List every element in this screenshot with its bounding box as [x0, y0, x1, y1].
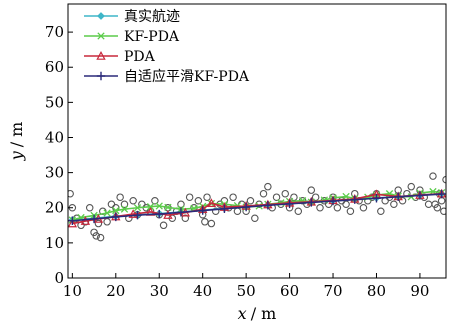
clutter-point-45	[247, 198, 253, 204]
y-tick-label-1: 10	[45, 234, 64, 252]
legend-marker-0	[98, 13, 104, 19]
clutter-point-49	[265, 183, 271, 189]
x-tick-label-4: 50	[237, 282, 256, 300]
x-tick-label-1: 20	[106, 282, 125, 300]
clutter-point-86	[425, 201, 431, 207]
clutter-point-87	[430, 173, 436, 179]
y-tick-label-5: 50	[45, 93, 64, 111]
x-axis-unit: / m	[251, 304, 277, 323]
legend: 真实航迹 KF-PDA PDA 自适应平滑KF-PDA	[84, 9, 250, 85]
clutter-point-35	[204, 194, 210, 200]
x-axis-var: x	[238, 304, 247, 323]
x-tick-label-3: 40	[193, 282, 212, 300]
y-axis-var: y	[7, 150, 26, 161]
y-tick-label-7: 70	[45, 23, 64, 41]
clutter-point-75	[378, 208, 384, 214]
clutter-point-14	[117, 194, 123, 200]
x-axis-label: x / m	[238, 304, 277, 323]
legend-marker-3	[97, 72, 105, 80]
clutter-point-51	[273, 194, 279, 200]
clutter-point-5	[87, 205, 93, 211]
legend-item-0: 真实航迹	[84, 9, 180, 25]
x-tick-label-7: 80	[367, 282, 386, 300]
clutter-point-36	[208, 220, 214, 226]
y-tick-label-2: 20	[45, 199, 64, 217]
clutter-point-71	[360, 205, 366, 211]
x-tick-label-2: 30	[150, 282, 169, 300]
legend-label-0: 真实航迹	[124, 9, 180, 25]
legend-label-1: KF-PDA	[124, 29, 180, 45]
clutter-point-34	[202, 219, 208, 225]
clutter-point-41	[230, 194, 236, 200]
legend-label-2: PDA	[124, 49, 156, 65]
clutter-point-8	[95, 220, 101, 226]
clutter-point-30	[186, 194, 192, 200]
clutter-point-68	[347, 208, 353, 214]
clutter-point-56	[295, 208, 301, 214]
y-tick-label-0: 0	[54, 269, 64, 287]
clutter-point-22	[152, 198, 158, 204]
x-tick-label-0: 10	[63, 282, 82, 300]
y-tick-label-6: 60	[45, 58, 64, 76]
clutter-point-78	[391, 201, 397, 207]
clutter-point-12	[108, 201, 114, 207]
plot-frame	[68, 4, 446, 278]
clutter-point-32	[195, 198, 201, 204]
clutter-point-53	[282, 190, 288, 196]
clutter-point-65	[334, 205, 340, 211]
clutter-point-82	[408, 183, 414, 189]
clutter-point-61	[317, 205, 323, 211]
clutter-point-42	[234, 208, 240, 214]
clutter-point-91	[438, 198, 444, 204]
x-tick-label-6: 70	[323, 282, 342, 300]
clutter-point-11	[104, 219, 110, 225]
clutter-point-46	[252, 215, 258, 221]
x-tick-label-8: 90	[410, 282, 429, 300]
y-tick-label-4: 40	[45, 128, 64, 146]
clutter-point-59	[308, 187, 314, 193]
legend-item-2: PDA	[84, 49, 156, 65]
y-axis-unit: / m	[7, 122, 26, 148]
y-tick-label-3: 30	[45, 164, 64, 182]
y-axis-label: y / m	[7, 122, 26, 162]
clutter-point-67	[343, 201, 349, 207]
x-tick-label-5: 60	[280, 282, 299, 300]
clutter-point-24	[160, 222, 166, 228]
legend-label-3: 自适应平滑KF-PDA	[124, 68, 250, 85]
clutter-point-17	[130, 198, 136, 204]
legend-item-3: 自适应平滑KF-PDA	[84, 68, 250, 85]
clutter-point-48	[260, 190, 266, 196]
legend-item-1: KF-PDA	[84, 29, 180, 45]
